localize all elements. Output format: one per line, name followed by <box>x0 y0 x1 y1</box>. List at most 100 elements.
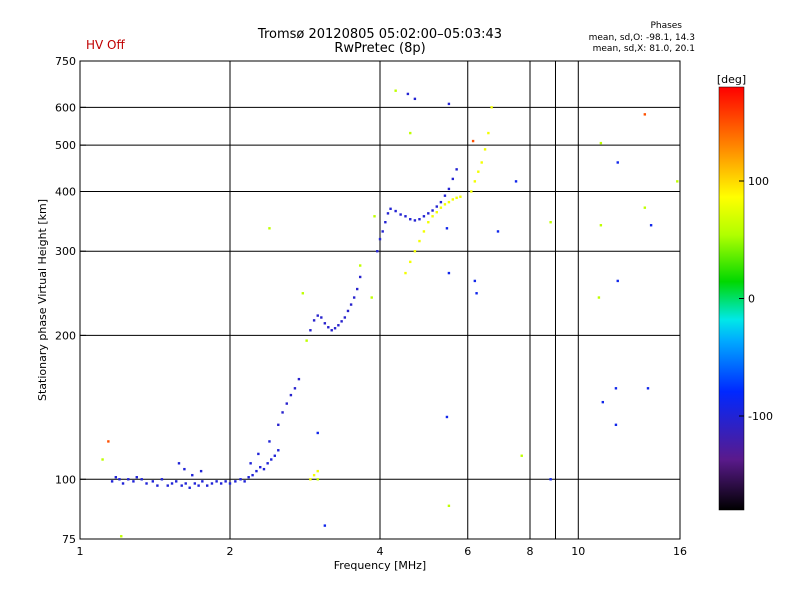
data-point <box>370 296 373 299</box>
data-point <box>343 316 347 319</box>
y-tick-label: 400 <box>55 185 76 198</box>
data-point <box>175 480 178 483</box>
data-point <box>312 319 316 322</box>
data-point <box>333 327 337 330</box>
x-tick-label: 16 <box>673 545 687 558</box>
data-point <box>394 209 397 213</box>
data-point <box>309 478 312 481</box>
data-point <box>114 476 118 479</box>
data-point <box>110 480 114 483</box>
data-point <box>649 224 653 227</box>
data-point <box>435 211 438 214</box>
data-point <box>228 482 232 485</box>
data-point <box>316 314 319 317</box>
data-point <box>268 227 271 230</box>
data-point <box>413 219 417 222</box>
data-point <box>439 200 443 204</box>
data-point <box>156 484 159 487</box>
data-point <box>597 296 601 299</box>
colorbar-ticks: 100 0 -100 <box>739 175 773 423</box>
data-point <box>262 467 266 471</box>
data-point <box>251 473 254 477</box>
data-point <box>549 221 552 224</box>
data-point <box>234 480 237 483</box>
data-point <box>127 478 130 481</box>
data-point <box>439 206 443 209</box>
data-point <box>418 239 421 243</box>
data-point <box>183 467 186 471</box>
data-point <box>170 482 174 485</box>
data-points <box>101 89 679 538</box>
data-point <box>616 279 619 283</box>
data-point <box>249 462 252 465</box>
data-point <box>473 279 477 283</box>
data-point <box>451 198 455 201</box>
data-point <box>197 484 200 487</box>
data-point <box>301 292 305 295</box>
data-point <box>422 230 426 233</box>
x-tick-label: 10 <box>571 545 585 558</box>
data-point <box>455 168 458 171</box>
data-point <box>514 180 518 183</box>
data-point <box>373 215 376 218</box>
data-point <box>471 139 475 143</box>
data-point <box>409 218 412 221</box>
data-point <box>239 478 242 481</box>
phases-title: Phases <box>650 21 682 31</box>
data-point <box>224 480 227 483</box>
data-point <box>413 250 417 253</box>
data-point <box>431 215 434 218</box>
chart-title: Tromsø 20120805 05:02:00–05:03:43 <box>257 27 503 42</box>
data-point <box>346 309 350 313</box>
data-point <box>184 482 187 485</box>
data-point <box>188 486 191 489</box>
colorbar-tick-label: 100 <box>748 175 769 188</box>
y-tick-label: 300 <box>55 245 76 258</box>
y-tick-label: 75 <box>62 533 76 546</box>
data-point <box>160 478 164 481</box>
data-point <box>316 478 319 481</box>
data-point <box>447 271 451 275</box>
data-point <box>427 221 430 224</box>
data-point <box>477 170 480 173</box>
data-point <box>268 440 271 443</box>
data-point <box>409 131 412 135</box>
data-point <box>614 387 618 390</box>
y-tick-label: 500 <box>55 139 76 152</box>
data-point <box>483 148 487 151</box>
data-point <box>118 478 121 481</box>
axis-ticks: 1 2 4 6 8 10 16 75 100 200 300 400 500 600 750 <box>55 55 687 558</box>
data-point <box>443 194 447 197</box>
data-point <box>443 203 447 206</box>
data-point <box>676 180 679 183</box>
colorbar-tick-label: -100 <box>748 410 773 423</box>
data-point <box>431 209 434 212</box>
data-point <box>496 230 500 233</box>
data-point <box>445 227 449 230</box>
data-point <box>312 473 316 477</box>
data-point <box>309 329 312 332</box>
colorbar-label: [deg] <box>717 73 746 86</box>
data-point <box>270 458 273 461</box>
data-point <box>340 320 343 323</box>
data-point <box>520 454 523 457</box>
data-point <box>451 177 455 181</box>
data-point <box>316 431 319 435</box>
data-point <box>447 504 451 508</box>
data-point <box>601 400 605 404</box>
data-point <box>349 303 353 306</box>
data-point <box>140 478 143 481</box>
data-point <box>358 275 362 279</box>
data-point <box>177 462 181 465</box>
data-point <box>285 402 288 405</box>
data-point <box>337 324 340 327</box>
data-point <box>376 250 379 253</box>
data-point <box>320 316 323 319</box>
grid-lines <box>80 61 680 539</box>
data-point <box>257 452 260 456</box>
x-tick-label: 6 <box>464 545 471 558</box>
data-point <box>616 161 619 164</box>
data-point <box>490 106 493 109</box>
data-point <box>247 476 250 479</box>
